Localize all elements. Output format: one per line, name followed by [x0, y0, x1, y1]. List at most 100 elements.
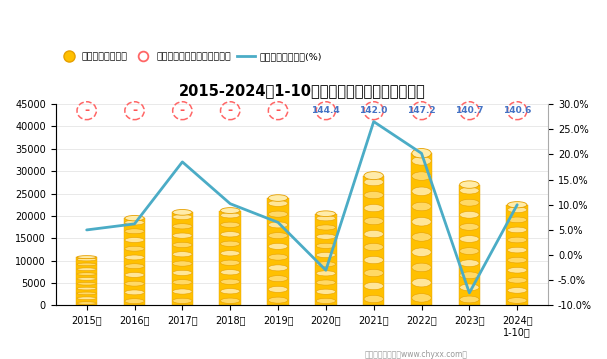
- Ellipse shape: [412, 149, 431, 158]
- Text: -: -: [84, 104, 89, 117]
- Ellipse shape: [172, 261, 192, 266]
- Ellipse shape: [125, 238, 144, 242]
- Ellipse shape: [77, 263, 97, 266]
- Ellipse shape: [412, 187, 431, 196]
- Ellipse shape: [316, 298, 336, 303]
- Ellipse shape: [125, 264, 144, 269]
- Ellipse shape: [412, 233, 431, 241]
- Ellipse shape: [172, 270, 192, 275]
- Ellipse shape: [412, 218, 431, 226]
- Bar: [363, 176, 384, 306]
- Ellipse shape: [412, 172, 431, 180]
- Ellipse shape: [77, 278, 97, 280]
- Ellipse shape: [77, 256, 97, 258]
- Ellipse shape: [77, 268, 97, 271]
- Ellipse shape: [412, 263, 431, 272]
- Ellipse shape: [172, 224, 192, 229]
- Ellipse shape: [459, 284, 479, 291]
- Ellipse shape: [77, 287, 97, 290]
- Ellipse shape: [77, 297, 97, 300]
- Ellipse shape: [507, 207, 527, 213]
- Ellipse shape: [316, 252, 336, 257]
- Text: -: -: [228, 104, 232, 117]
- Text: 142.0: 142.0: [359, 106, 388, 115]
- Ellipse shape: [412, 294, 431, 302]
- Bar: [459, 185, 480, 306]
- Bar: [315, 214, 337, 306]
- Ellipse shape: [125, 220, 144, 225]
- Ellipse shape: [220, 260, 240, 265]
- Ellipse shape: [364, 191, 384, 199]
- Ellipse shape: [220, 289, 240, 294]
- Ellipse shape: [364, 172, 384, 180]
- Ellipse shape: [268, 276, 288, 282]
- Ellipse shape: [507, 278, 527, 283]
- Bar: [124, 218, 145, 306]
- Ellipse shape: [172, 289, 192, 294]
- Ellipse shape: [268, 222, 288, 228]
- Ellipse shape: [77, 273, 97, 275]
- Text: 144.4: 144.4: [311, 106, 341, 115]
- Ellipse shape: [220, 270, 240, 275]
- Ellipse shape: [125, 290, 144, 295]
- Ellipse shape: [220, 208, 240, 214]
- Text: -: -: [132, 104, 137, 117]
- Bar: [506, 205, 528, 306]
- Ellipse shape: [316, 289, 336, 294]
- Ellipse shape: [459, 260, 479, 267]
- Ellipse shape: [507, 227, 527, 233]
- Ellipse shape: [268, 243, 288, 250]
- Ellipse shape: [459, 224, 479, 230]
- Ellipse shape: [316, 243, 336, 248]
- Ellipse shape: [220, 213, 240, 218]
- Ellipse shape: [125, 299, 144, 304]
- Ellipse shape: [316, 225, 336, 230]
- Ellipse shape: [364, 218, 384, 225]
- Ellipse shape: [459, 248, 479, 255]
- Text: 制图：智研咨询（www.chyxx.com）: 制图：智研咨询（www.chyxx.com）: [364, 350, 467, 359]
- Bar: [219, 211, 241, 306]
- Ellipse shape: [412, 278, 431, 287]
- Ellipse shape: [77, 302, 97, 304]
- Bar: [411, 153, 432, 306]
- Ellipse shape: [77, 292, 97, 295]
- Ellipse shape: [507, 288, 527, 293]
- Ellipse shape: [459, 199, 479, 206]
- Bar: [172, 213, 193, 306]
- Ellipse shape: [412, 202, 431, 211]
- Ellipse shape: [125, 281, 144, 286]
- Ellipse shape: [316, 211, 336, 216]
- Text: 147.2: 147.2: [407, 106, 436, 115]
- Title: 2015-2024年1-10月陕西省工业企业营收统计图: 2015-2024年1-10月陕西省工业企业营收统计图: [178, 84, 426, 99]
- Ellipse shape: [459, 181, 479, 188]
- Ellipse shape: [507, 237, 527, 243]
- Ellipse shape: [459, 272, 479, 279]
- Ellipse shape: [459, 236, 479, 242]
- Ellipse shape: [125, 215, 144, 221]
- Ellipse shape: [364, 205, 384, 212]
- Bar: [76, 257, 98, 306]
- Text: 140.7: 140.7: [455, 106, 484, 115]
- Ellipse shape: [220, 251, 240, 256]
- Ellipse shape: [459, 296, 479, 303]
- Legend: 营业收入（亿元）, 平均用工人数累计值（万人）, 营业收入累计增长(%): 营业收入（亿元）, 平均用工人数累计值（万人）, 营业收入累计增长(%): [55, 48, 325, 65]
- Ellipse shape: [172, 242, 192, 248]
- Ellipse shape: [364, 295, 384, 303]
- Ellipse shape: [507, 247, 527, 253]
- Ellipse shape: [220, 241, 240, 246]
- Ellipse shape: [268, 254, 288, 260]
- Ellipse shape: [316, 271, 336, 276]
- Ellipse shape: [172, 210, 192, 215]
- Ellipse shape: [125, 229, 144, 234]
- Ellipse shape: [125, 255, 144, 260]
- Ellipse shape: [364, 283, 384, 290]
- Ellipse shape: [220, 232, 240, 237]
- Ellipse shape: [220, 298, 240, 303]
- Ellipse shape: [507, 257, 527, 263]
- Ellipse shape: [412, 248, 431, 256]
- Ellipse shape: [172, 298, 192, 303]
- Ellipse shape: [268, 233, 288, 239]
- Ellipse shape: [172, 214, 192, 220]
- Ellipse shape: [364, 243, 384, 251]
- Ellipse shape: [507, 298, 527, 303]
